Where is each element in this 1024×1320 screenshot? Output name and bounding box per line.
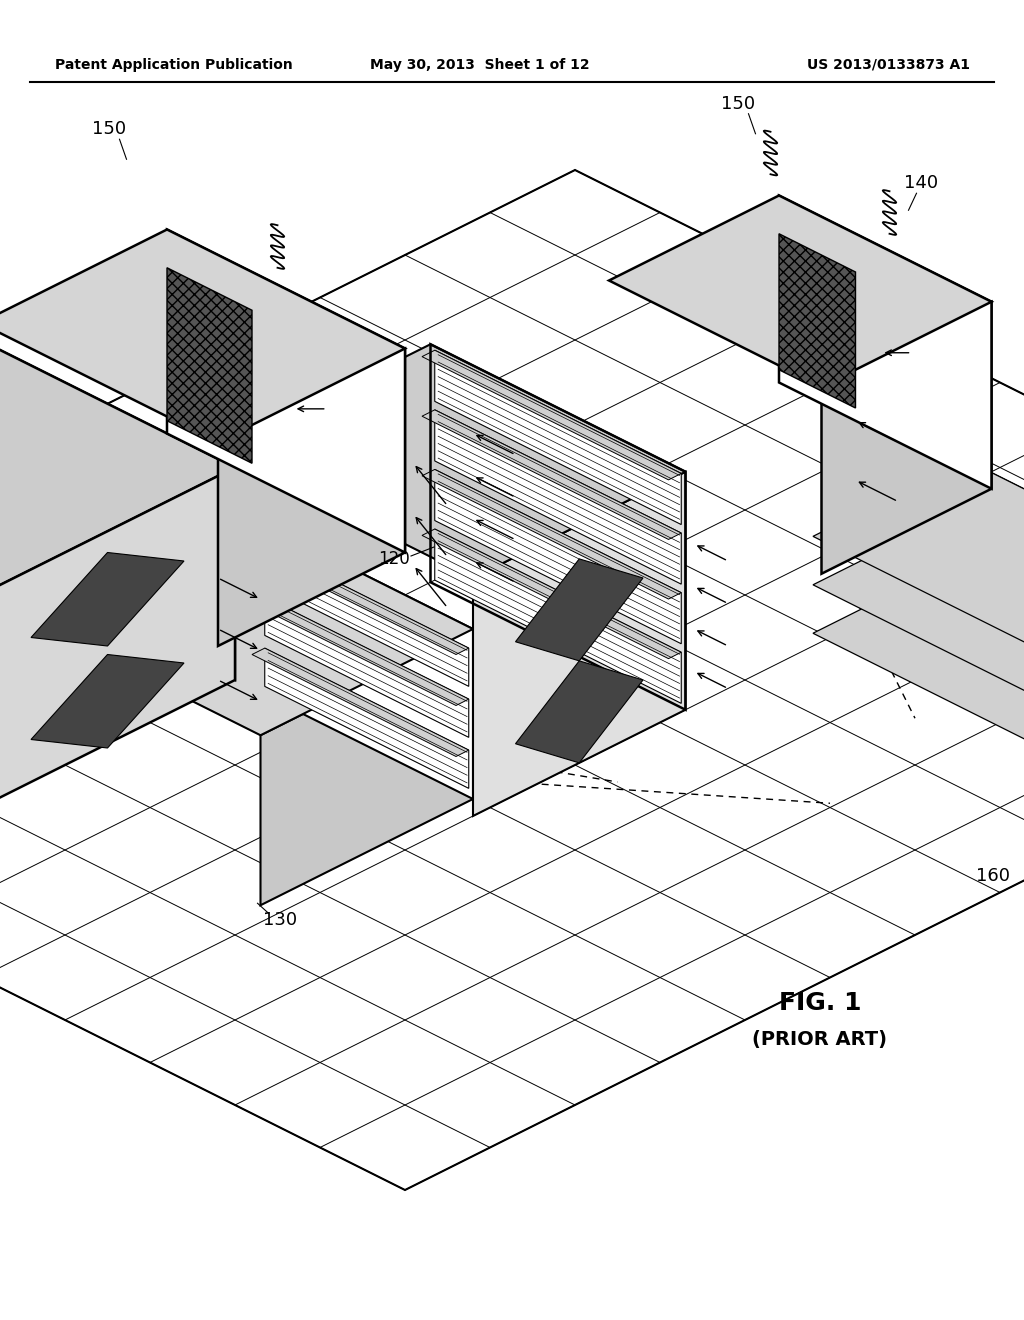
Polygon shape xyxy=(31,553,184,645)
Polygon shape xyxy=(265,648,469,788)
Polygon shape xyxy=(48,523,473,735)
Text: 150: 150 xyxy=(722,95,756,112)
Polygon shape xyxy=(95,554,226,672)
Polygon shape xyxy=(473,471,685,816)
Polygon shape xyxy=(0,230,406,442)
Polygon shape xyxy=(265,546,469,686)
Polygon shape xyxy=(779,195,991,488)
Polygon shape xyxy=(435,529,681,704)
Polygon shape xyxy=(515,558,643,661)
Polygon shape xyxy=(167,268,252,463)
Polygon shape xyxy=(813,459,1024,655)
Text: 150: 150 xyxy=(92,120,127,139)
Polygon shape xyxy=(218,348,406,645)
Polygon shape xyxy=(0,467,234,808)
Polygon shape xyxy=(515,661,643,763)
Polygon shape xyxy=(0,478,74,595)
Polygon shape xyxy=(218,345,685,578)
Polygon shape xyxy=(821,302,991,574)
Polygon shape xyxy=(435,409,681,585)
Text: (PRIOR ART): (PRIOR ART) xyxy=(753,1030,888,1049)
Polygon shape xyxy=(422,470,681,599)
Text: 140: 140 xyxy=(904,174,939,193)
Text: 160: 160 xyxy=(976,867,1010,886)
Polygon shape xyxy=(422,409,681,540)
Polygon shape xyxy=(167,230,406,553)
Polygon shape xyxy=(31,655,184,748)
Polygon shape xyxy=(966,508,1024,665)
Polygon shape xyxy=(0,351,74,467)
Polygon shape xyxy=(422,529,681,659)
Polygon shape xyxy=(0,318,234,595)
Polygon shape xyxy=(609,195,991,387)
Text: FIG. 1: FIG. 1 xyxy=(778,991,861,1015)
Polygon shape xyxy=(422,350,681,480)
Polygon shape xyxy=(813,557,1024,752)
Text: May 30, 2013  Sheet 1 of 12: May 30, 2013 Sheet 1 of 12 xyxy=(371,58,590,73)
Polygon shape xyxy=(95,428,226,544)
Polygon shape xyxy=(779,234,855,408)
Polygon shape xyxy=(252,648,469,756)
Polygon shape xyxy=(252,546,469,655)
Polygon shape xyxy=(260,523,473,799)
Polygon shape xyxy=(966,557,1024,714)
Polygon shape xyxy=(260,630,473,906)
Polygon shape xyxy=(966,459,1024,618)
Polygon shape xyxy=(0,414,74,531)
Text: 130: 130 xyxy=(263,911,298,929)
Polygon shape xyxy=(265,597,469,738)
Polygon shape xyxy=(95,491,226,607)
Polygon shape xyxy=(0,170,1024,1191)
Text: 120: 120 xyxy=(378,550,410,568)
Text: US 2013/0133873 A1: US 2013/0133873 A1 xyxy=(807,58,970,73)
Text: Patent Application Publication: Patent Application Publication xyxy=(55,58,293,73)
Polygon shape xyxy=(435,350,681,524)
Polygon shape xyxy=(435,470,681,644)
Polygon shape xyxy=(252,597,469,705)
Polygon shape xyxy=(813,508,1024,704)
